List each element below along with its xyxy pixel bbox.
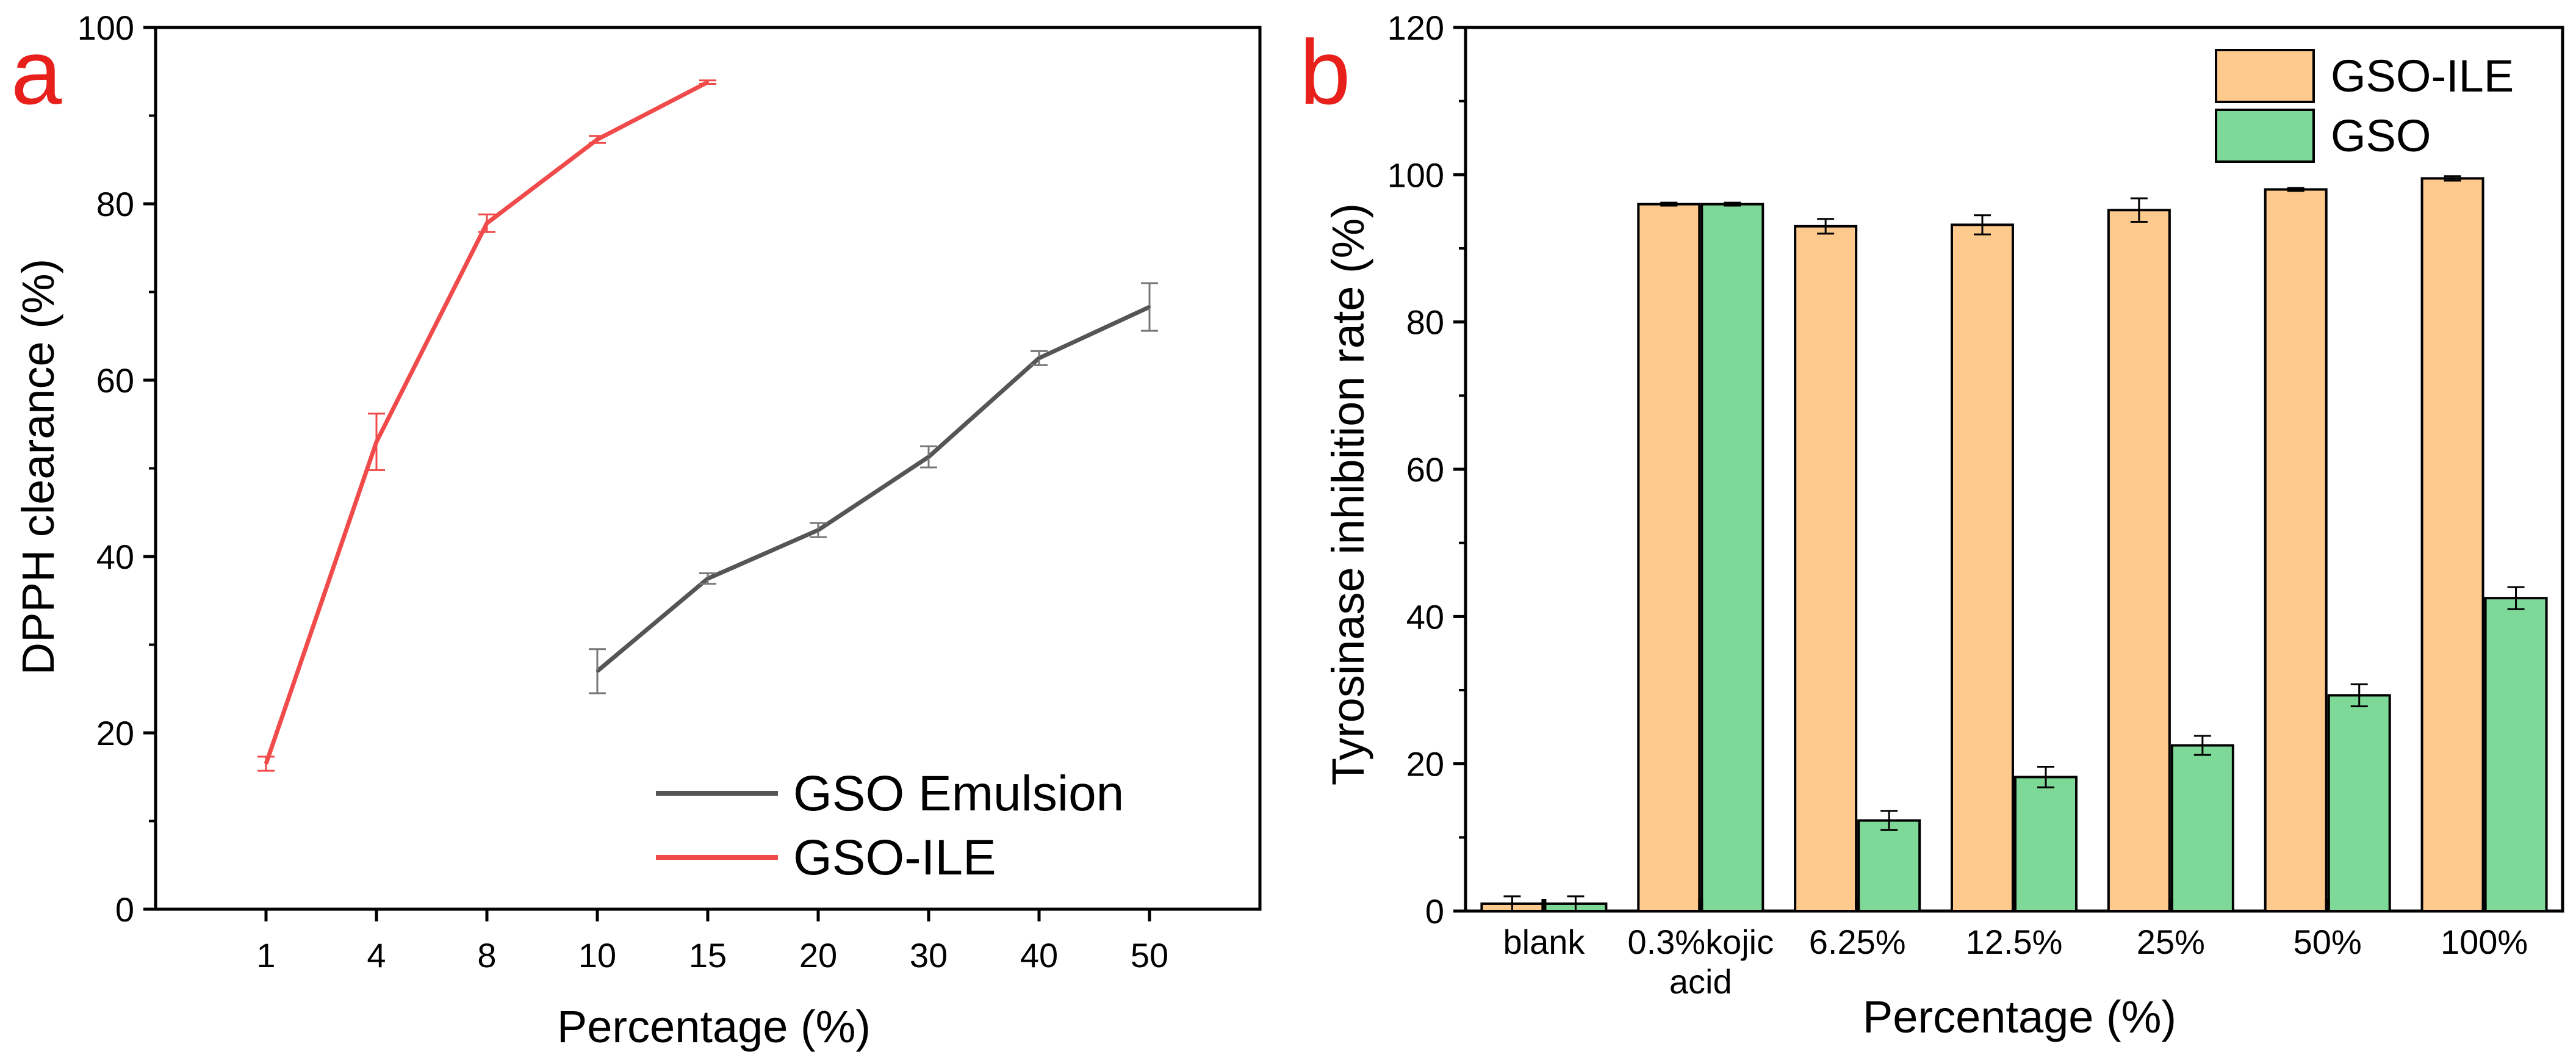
x-tick-label: 20 (799, 936, 837, 975)
x-tick-label: 50 (1131, 936, 1168, 975)
data-point (927, 455, 930, 458)
legend-label-gso-bar: GSO (2331, 110, 2431, 161)
data-point (486, 222, 488, 225)
data-point (707, 81, 709, 84)
x-tick-label: 30 (910, 936, 948, 975)
y-tick-label: 40 (1406, 597, 1444, 636)
bar-gso-ile (2264, 188, 2328, 912)
bar-gso-ile (1794, 225, 1858, 912)
error-bar (1974, 214, 1991, 236)
x-tick-label: 6.25% (1809, 923, 1906, 961)
y-tick-label: 40 (96, 538, 134, 576)
data-point (707, 577, 709, 580)
x-tick-label: 1 (256, 936, 275, 975)
panel-a-label: a (11, 21, 62, 123)
bar-gso (2014, 776, 2078, 913)
error-bar (1567, 895, 1585, 912)
bar-gso (2170, 744, 2234, 912)
legend-label-gso-ile-bar: GSO-ILE (2331, 51, 2514, 101)
bar-gso-ile (2107, 209, 2171, 913)
error-bar (1880, 810, 1898, 831)
panel-b-legend: GSO-ILE GSO (2215, 49, 2514, 163)
data-point (596, 138, 599, 141)
error-bar (2037, 765, 2054, 788)
y-tick-label: 20 (1406, 745, 1444, 784)
panel-a-y-axis-title: DPPH clearance (%) (13, 259, 63, 676)
x-tick-label: 8 (477, 936, 496, 975)
error-bar (2193, 735, 2211, 756)
data-point (265, 762, 267, 765)
data-point (375, 441, 378, 444)
legend-swatch-gso (2215, 109, 2315, 163)
y-tick-label: 0 (115, 890, 134, 929)
bar-gso (1857, 819, 1921, 912)
panel-a-legend: GSO Emulsion GSO-ILE (656, 766, 1124, 885)
data-point (817, 528, 819, 532)
x-tick-label: 0.3%kojic (1627, 923, 1774, 961)
x-tick-label: 40 (1020, 936, 1058, 975)
legend-label-gso-ile: GSO-ILE (793, 830, 996, 885)
data-point (1148, 306, 1151, 309)
bar-gso-ile (1951, 223, 2014, 912)
y-tick-label: 60 (96, 361, 134, 400)
panel-a-dpph-chart: a 1 4 8 10 15 20 30 40 50 0 20 40 60 80 100 Percentage… (11, 9, 1262, 1052)
x-tick-label: 25% (2137, 923, 2205, 961)
bar-gso (2484, 597, 2548, 912)
data-point (1038, 356, 1040, 359)
bar-gso-ile (1637, 203, 1701, 913)
y-tick-label: 80 (96, 185, 134, 223)
x-tick-label: 100% (2441, 923, 2528, 961)
y-tick-label: 60 (1406, 450, 1444, 489)
x-tick-label: 15 (689, 936, 727, 975)
bar-gso (2327, 694, 2391, 912)
x-tick-label: 4 (367, 936, 386, 975)
error-bar (2350, 683, 2368, 708)
error-bar (2287, 187, 2304, 192)
legend-swatch-gso-ile (2215, 49, 2315, 103)
y-tick-label: 20 (96, 714, 134, 752)
x-tick-label: blank (1503, 923, 1585, 961)
series-line-gso-ile (264, 80, 709, 765)
panel-b-label: b (1300, 21, 1350, 123)
y-tick-label: 0 (1425, 892, 1444, 931)
x-tick-label: 50% (2294, 923, 2362, 961)
panel-a-plot-area: 1 4 8 10 15 20 30 40 50 0 20 40 60 80 100 (77, 9, 1262, 975)
series-line-gso-emulsion (595, 304, 1151, 673)
error-bar (1660, 201, 1678, 207)
x-tick-label: 12.5% (1966, 923, 2063, 961)
panel-b-y-axis-title: Tyrosinase inhibition rate (%) (1323, 203, 1373, 785)
y-tick-label: 100 (1387, 156, 1444, 194)
y-tick-label: 100 (77, 9, 134, 47)
error-bar (2507, 586, 2525, 610)
error-bar (1503, 895, 1521, 912)
bar-gso (1700, 203, 1765, 913)
error-bar (1724, 201, 1741, 207)
error-bar (2130, 197, 2148, 223)
y-tick-label: 80 (1406, 303, 1444, 342)
data-point (596, 669, 599, 672)
y-tick-label: 120 (1387, 9, 1444, 47)
panel-a-x-axis-title: Percentage (%) (557, 1001, 871, 1052)
x-tick-label: 10 (578, 936, 616, 975)
x-tick-label-line2: acid (1669, 962, 1732, 1001)
error-bar (2444, 175, 2461, 182)
panel-b-x-axis-title: Percentage (%) (1863, 992, 2176, 1042)
bar-gso-ile (2420, 177, 2484, 912)
legend-label-gso-emulsion: GSO Emulsion (793, 766, 1124, 821)
error-bar (1817, 218, 1835, 235)
